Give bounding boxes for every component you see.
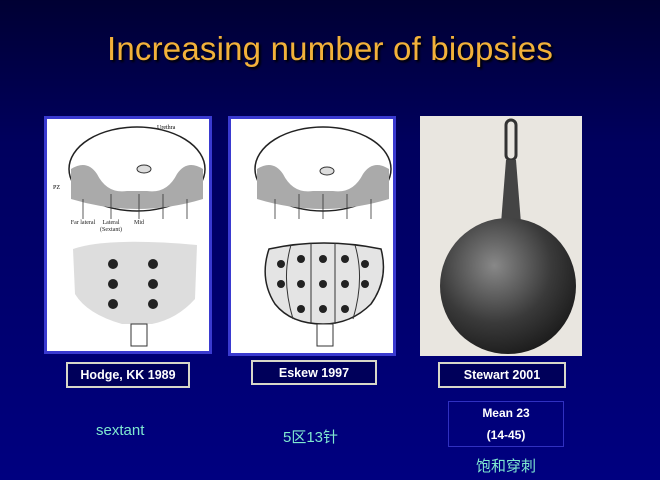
note-saturation: 饱和穿刺 xyxy=(476,458,537,475)
mid-label: Mid xyxy=(133,220,144,226)
far-lateral-label: Far lateral xyxy=(70,220,96,226)
mean-range: (14-45) xyxy=(486,428,526,442)
lateral-label: Lateral (Sextant) xyxy=(100,220,122,233)
caption-stewart: Stewart 2001 xyxy=(438,362,566,388)
eskew-5-region-diagram xyxy=(228,116,396,356)
caption-hodge: Hodge, KK 1989 xyxy=(66,362,190,388)
urethra-label: Urethra xyxy=(157,125,176,131)
caption-eskew: Eskew 1997 xyxy=(251,360,377,385)
mean-box: Mean 23 (14-45) xyxy=(448,401,564,447)
note-5-region: 5区13针 xyxy=(283,429,339,446)
slide-title: Increasing number of biopsies xyxy=(106,30,554,67)
hodge-sextant-diagram: Urethra PZ Far lateral Lateral (Sextant)… xyxy=(44,116,212,354)
mean-value: Mean 23 xyxy=(482,406,530,420)
pz-label: PZ xyxy=(53,185,60,191)
strainer-photo xyxy=(420,116,582,356)
note-sextant: sextant xyxy=(96,422,145,439)
